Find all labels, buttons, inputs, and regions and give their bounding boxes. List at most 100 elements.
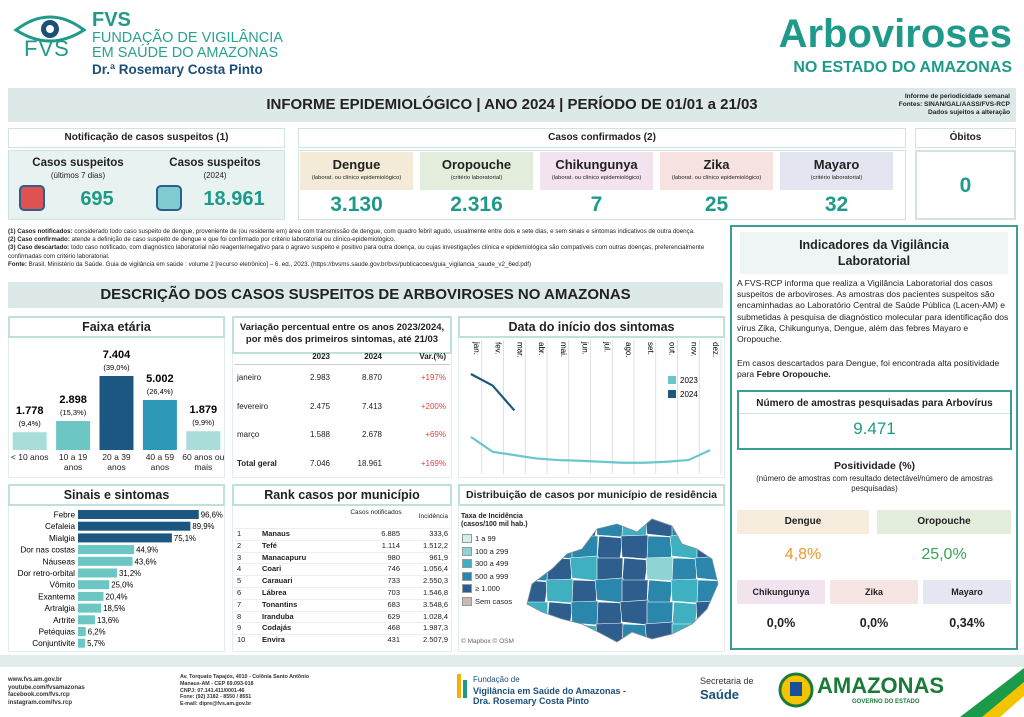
- foundation-icon: [457, 674, 467, 698]
- legend-label: 2024: [680, 390, 698, 399]
- x-tick-label: mar.: [515, 342, 524, 358]
- value-label: 20,4%: [106, 592, 128, 601]
- footnote-text: Brasil. Ministério da Saúde. Guia de vig…: [28, 260, 532, 268]
- municipality-area: [646, 535, 674, 560]
- municipality-area: [527, 519, 550, 538]
- value-label: 96,6%: [201, 511, 223, 520]
- row-rule: [234, 528, 450, 529]
- row-rule: [234, 610, 450, 612]
- address-line: Manaus-AM - CEP 69.093-018: [180, 680, 254, 687]
- contact: www.fvs.am.gov.br: [8, 677, 63, 683]
- bar: [78, 591, 104, 601]
- banner-notes: Informe de periodicidade semanal Fontes: …: [899, 93, 1010, 117]
- municipality-area: [570, 600, 599, 626]
- bar: [78, 580, 110, 590]
- legend-swatch: [462, 571, 472, 581]
- municipality-area: [696, 535, 718, 560]
- incidence: 1.546,8: [422, 588, 448, 597]
- y-tick-label: Febre: [54, 511, 76, 520]
- page-title: Arboviroses: [778, 12, 1012, 56]
- x-tick-label: jun.: [581, 341, 590, 355]
- bar: [78, 603, 102, 613]
- rank: 1: [237, 529, 242, 538]
- banner-note: Dados sujeitos a alteração: [927, 109, 1010, 116]
- value-label: 7.404: [103, 349, 131, 361]
- municipality: Coari: [262, 564, 282, 574]
- municipality-area: [594, 577, 625, 604]
- legend-label: 100 a 299: [475, 546, 509, 556]
- contact: facebook.com/fvs.rcp: [8, 692, 70, 698]
- table-cell: 7.413: [361, 401, 382, 411]
- x-tick-label: jul.: [602, 341, 611, 352]
- incidence: 1.987,3: [422, 623, 448, 633]
- legend-label: 2023: [680, 376, 698, 385]
- cases: 746: [387, 564, 400, 574]
- rank: 6: [237, 588, 242, 597]
- municipality: Envira: [262, 635, 285, 645]
- bar: [142, 400, 177, 450]
- confirmed-label: Dengue: [332, 157, 381, 172]
- column-header: 2023: [312, 352, 330, 361]
- municipality: Iranduba: [262, 611, 294, 621]
- state-outline: [526, 518, 719, 643]
- incidence: 2.550,3: [422, 576, 448, 586]
- samples-label: Número de amostras pesquisadas para Arbo…: [739, 392, 1010, 414]
- row-rule: [234, 563, 450, 565]
- fvs-logo-icon: [13, 15, 87, 43]
- legend-swatch: [462, 596, 472, 606]
- value-label: 25,0%: [111, 581, 133, 590]
- confirmed-criterion: (laborat. ou clínico epidemiológico): [671, 175, 762, 181]
- positivity-value: 0,0%: [766, 616, 796, 630]
- cases: 683: [387, 599, 400, 609]
- contact: youtube.com/fvsamazonas: [8, 684, 85, 691]
- row-label: janeiro: [237, 373, 262, 382]
- table-cell: +200%: [420, 401, 446, 411]
- map-title: Distribuição de casos por município de r…: [458, 484, 725, 506]
- positivity-name: Dengue: [737, 510, 869, 534]
- row-label: março: [237, 430, 260, 439]
- y-tick-label: Vômito: [50, 581, 76, 590]
- onset-chart: jan. fev. mar. abr. mai. jun. jul. ago. set. out.…: [470, 340, 722, 474]
- municipality-area: [596, 557, 624, 582]
- cases: 1.114: [381, 540, 400, 550]
- suspected-value: 18.961: [203, 188, 265, 210]
- municipality-area: [696, 519, 718, 539]
- positivity-value: 0,34%: [949, 616, 985, 630]
- municipality-area: [595, 622, 624, 642]
- municipality-area: [644, 621, 675, 642]
- age-chart: 1.778 (9,4%) 2.898 (15,3%) 7.404 (39,0%) 5.002…: [12, 349, 221, 450]
- symptoms-chart: Febre 96,6% Cefaleia 89,9% Mialgia 75,1% Dor n…: [18, 510, 223, 648]
- value-label: 89,9%: [192, 522, 214, 531]
- share-label: (39,0%): [103, 363, 130, 372]
- lab-title: Indicadores da Vigilância Laboratorial: [740, 232, 1008, 274]
- confirmed-label: Mayaro: [813, 157, 860, 172]
- share-label: (9,9%): [192, 418, 215, 427]
- x-tick-label: mai.: [559, 342, 568, 357]
- municipality-area: [546, 519, 574, 538]
- rank: 2: [237, 540, 242, 550]
- y-tick-label: Exantema: [38, 592, 75, 601]
- x-tick-label: 10 a 19 anos: [58, 452, 88, 472]
- onset-title: Data do início dos sintomas: [458, 316, 725, 338]
- suspected-icon: [19, 185, 45, 211]
- x-tick-label: abr.: [537, 342, 546, 355]
- map-attribution: © Mapbox © OSM: [461, 638, 514, 645]
- confirmed-criterion: (laborat. ou clínico epidemiológico): [551, 175, 642, 181]
- rank: 3: [237, 552, 242, 562]
- municipality-area: [527, 535, 549, 560]
- municipality: Tefé: [262, 540, 277, 550]
- cases: 629: [387, 611, 400, 621]
- bar: [78, 556, 133, 566]
- bar: [78, 627, 86, 636]
- government-sub: GOVERNO DO ESTADO: [852, 699, 920, 705]
- municipality: Manaus: [262, 529, 290, 538]
- confirmed-criterion: (critério laboratorial): [810, 175, 863, 181]
- y-tick-label: Cefaleia: [45, 522, 75, 531]
- positivity-name: Mayaro: [923, 580, 1011, 604]
- foundation-line: Dra. Rosemary Costa Pinto: [473, 696, 590, 706]
- municipality: Tonantins: [262, 599, 298, 609]
- deaths-title: Óbitos: [915, 128, 1016, 148]
- cases: 6.885: [381, 529, 400, 538]
- positivity-value: 25,0%: [921, 546, 967, 563]
- value-label: 31,2%: [119, 569, 141, 578]
